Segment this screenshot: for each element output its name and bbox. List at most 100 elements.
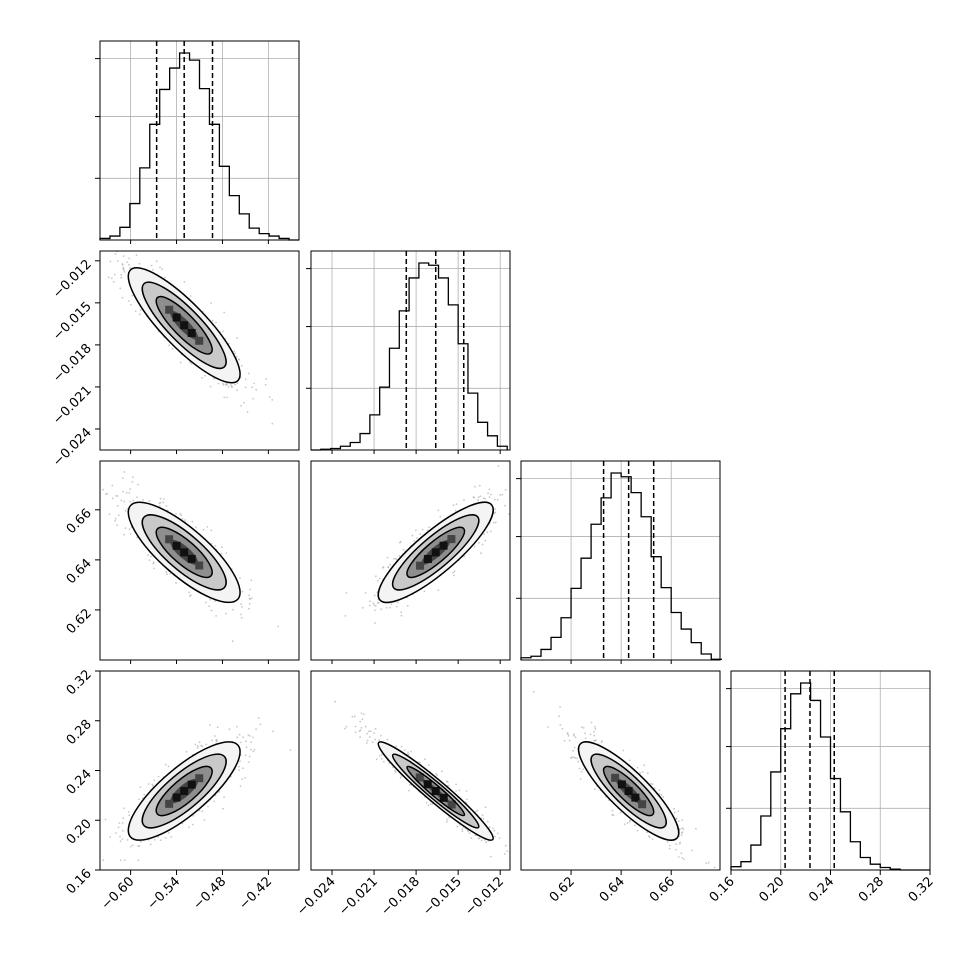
scatter-point-3-2-300 [593,734,596,737]
contour-line-2-0-1 [155,526,213,579]
scatter-point-3-0-635 [207,805,209,808]
scatter-point-3-1-664 [455,783,457,786]
scatter-point-3-2-157 [532,690,535,693]
scatter-point-3-1-23 [461,828,464,831]
scatter-point-3-1-683 [477,837,480,840]
scatter-point-2-0-651 [250,579,253,582]
scatter-point-3-2-166 [677,820,680,823]
x-tick-label-1-0: −0.024 [294,874,339,919]
scatter-point-1-0-617 [123,271,126,273]
scatter-point-2-0-46 [239,577,241,580]
scatter-point-2-1-675 [415,529,417,532]
scatter-point-3-1-198 [373,732,375,734]
scatter-point-1-0-115 [251,386,254,388]
scatter-point-2-1-99 [368,604,371,607]
contour-line-3-0-1 [155,765,213,817]
scatter-point-3-1-641 [467,830,469,833]
scatter-point-3-2-192 [561,727,564,730]
scatter-point-1-0-557 [204,374,207,377]
density-core-2-1-4 [416,561,425,570]
scatter-point-3-0-522 [205,743,208,746]
density-core-1-0-4 [195,336,204,345]
scatter-point-3-2-22 [636,766,639,769]
density-core-2-0-2 [180,548,189,557]
scatter-point-3-2-175 [653,787,656,790]
scatter-point-1-0-439 [226,396,228,399]
scatter-point-1-0-335 [139,313,141,316]
scatter-point-3-2-332 [572,749,575,752]
scatter-point-2-0-656 [125,491,128,494]
scatter-point-2-0-164 [209,598,211,601]
density-core-1-0-1 [172,313,181,322]
scatter-point-3-1-189 [395,745,397,748]
x-tick-label-3-1: 0.20 [756,874,787,905]
scatter-point-1-0-647 [121,296,124,299]
scatter-point-3-0-323 [216,740,219,742]
scatter-point-2-1-519 [514,498,516,500]
scatter-point-2-0-609 [158,505,161,507]
scatter-point-2-1-304 [453,570,456,573]
scatter-point-3-1-27 [446,818,448,821]
contour-line-3-1-3 [377,741,494,841]
scatter-panel-2-1 [344,465,516,624]
scatter-point-3-1-313 [353,715,356,718]
hist-step-line-3 [730,682,930,871]
scatter-point-3-2-404 [567,733,569,735]
scatter-point-3-0-488 [242,767,244,770]
scatter-point-2-0-480 [166,573,168,576]
panel-frame-1-1 [310,250,511,451]
scatter-point-3-1-697 [369,730,372,733]
density-core-3-1-4 [447,800,456,809]
scatter-point-3-0-596 [255,728,257,731]
density-core-3-2-2 [624,787,633,796]
scatter-point-3-0-671 [244,777,247,779]
scatter-point-2-1-260 [413,540,416,542]
scatter-point-3-0-516 [118,822,121,824]
scatter-point-3-2-409 [673,807,675,810]
scatter-point-3-1-187 [446,820,448,823]
scatter-point-2-1-587 [481,543,484,546]
scatter-point-3-1-127 [374,727,377,730]
panel-content-3-0 [102,717,292,862]
scatter-point-3-0-386 [214,794,217,797]
scatter-point-3-2-690 [677,810,680,813]
scatter-point-2-1-3 [421,528,424,531]
density-core-2-0-3 [187,554,196,563]
scatter-point-3-1-446 [419,762,421,764]
scatter-point-1-0-214 [129,267,132,269]
scatter-point-3-1-143 [366,739,369,742]
scatter-point-3-1-462 [504,844,507,847]
scatter-point-3-0-27 [157,836,160,838]
scatter-point-2-0-341 [169,572,172,575]
scatter-point-1-0-529 [233,350,236,353]
scatter-point-3-2-10 [573,734,575,737]
scatter-point-3-1-695 [514,857,516,859]
scatter-point-2-0-279 [92,490,94,492]
scatter-point-2-1-322 [400,611,402,614]
scatter-point-3-0-201 [196,745,199,747]
scatter-point-1-0-532 [130,303,132,306]
panel-content-2-1 [344,465,516,624]
scatter-point-3-1-494 [486,820,489,823]
scatter-point-3-0-154 [215,738,218,741]
scatter-point-3-0-425 [201,810,204,813]
scatter-point-2-1-252 [406,605,409,607]
scatter-point-2-1-312 [344,615,347,617]
scatter-point-1-0-298 [244,378,247,381]
scatter-point-2-1-140 [486,531,489,534]
scatter-point-2-1-680 [382,566,385,568]
scatter-panel-2-0 [92,471,280,643]
scatter-point-2-1-247 [385,606,388,609]
scatter-point-2-0-554 [129,500,132,503]
scatter-point-3-1-440 [408,789,410,792]
scatter-point-1-0-460 [171,347,174,350]
x-tick-label-3-3: 0.28 [856,874,887,905]
scatter-point-2-1-595 [494,511,497,514]
scatter-point-3-2-526 [673,811,676,814]
scatter-point-2-0-453 [136,496,139,498]
scatter-point-1-0-87 [107,276,110,279]
scatter-point-1-0-634 [110,246,112,248]
scatter-point-1-0-240 [111,248,113,250]
scatter-point-3-2-41 [683,858,686,860]
scatter-point-1-0-254 [253,382,256,385]
